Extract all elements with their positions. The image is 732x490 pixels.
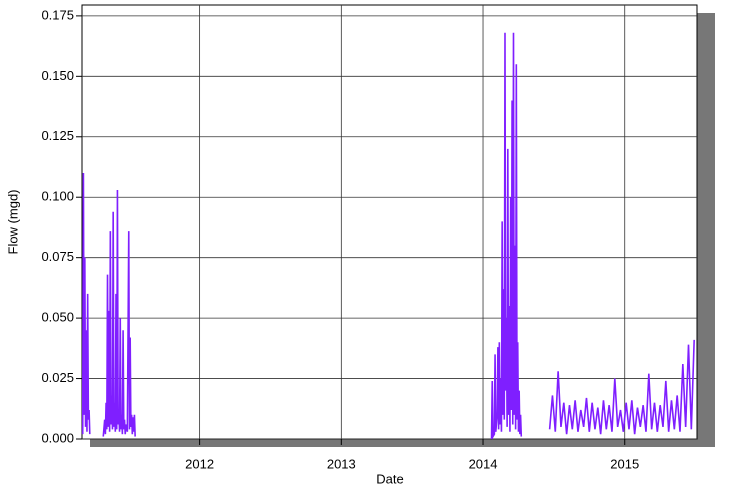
y-tick-label: 0.050 (41, 310, 74, 325)
y-tick-label: 0.100 (41, 189, 74, 204)
plot-area (81, 4, 698, 440)
y-tick-label: 0.025 (41, 370, 74, 385)
y-tick-label: 0.175 (41, 7, 74, 22)
x-tick-label: 2012 (185, 456, 214, 471)
y-tick-label: 0.000 (41, 430, 74, 445)
y-tick-label: 0.125 (41, 128, 74, 143)
x-tick-label: 2013 (327, 456, 356, 471)
y-tick-label: 0.075 (41, 249, 74, 264)
y-axis-label: Flow (mgd) (5, 189, 20, 254)
data-line (81, 32, 695, 440)
x-axis-label: Date (376, 471, 403, 486)
x-tick-label: 2014 (469, 456, 498, 471)
y-tick-label: 0.150 (41, 68, 74, 83)
x-tick-label: 2015 (610, 456, 639, 471)
